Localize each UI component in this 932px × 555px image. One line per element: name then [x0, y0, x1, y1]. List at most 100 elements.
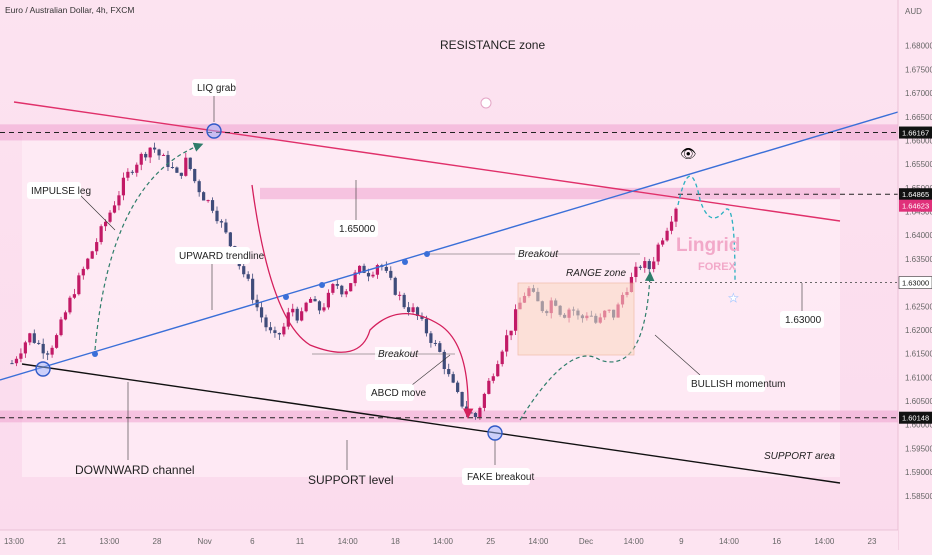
projection-path	[677, 175, 736, 281]
candle-body	[371, 274, 375, 277]
y-tick-label: 1.68000	[905, 42, 932, 51]
time-axis	[0, 530, 898, 550]
candle-body	[451, 374, 455, 383]
x-tick-label: 6	[250, 537, 255, 546]
candle-body	[228, 232, 232, 247]
candle-body	[473, 413, 478, 418]
candle-body	[251, 278, 255, 300]
alert-icon	[480, 97, 492, 109]
y-tick-label: 1.62500	[905, 302, 932, 311]
price-axis	[898, 0, 932, 550]
y-tick-label: 1.64000	[905, 231, 932, 240]
candle-body	[206, 200, 210, 202]
breakout-2-label: Breakout	[518, 249, 559, 260]
pointer-impulse	[79, 194, 116, 231]
bullish-label: BULLISH momentum	[691, 379, 785, 390]
candle-body	[10, 363, 14, 365]
x-tick-label: 14:00	[624, 537, 645, 546]
candle-body	[175, 167, 179, 173]
candle-body	[295, 308, 299, 321]
pointer-abcd	[411, 354, 451, 386]
candle-body	[313, 298, 317, 302]
resistance-zone-label: RESISTANCE zone	[440, 38, 545, 52]
liq-grab-label: LIQ grab	[197, 83, 236, 94]
candle-body	[224, 222, 228, 233]
candle-body	[496, 364, 500, 377]
x-tick-label: 14:00	[814, 537, 835, 546]
x-tick-label: Dec	[579, 537, 593, 546]
price-tag-mid-level	[898, 276, 932, 289]
x-tick-label: 13:00	[99, 537, 120, 546]
fake-breakout-box	[462, 468, 530, 485]
candle-body	[438, 343, 442, 352]
y-tick-label: 1.61500	[905, 350, 932, 359]
candle-body	[669, 221, 674, 231]
price-tag-resistance-level	[899, 126, 932, 139]
candle-body	[424, 318, 429, 334]
candle-body	[447, 369, 451, 375]
x-tick-label: 21	[57, 537, 66, 546]
candle-body	[478, 407, 482, 418]
price-tag-text: 1.60148	[902, 414, 929, 423]
x-tick-label: 14:00	[338, 537, 359, 546]
candle-body	[375, 265, 380, 275]
abcd-label: ABCD move	[371, 388, 426, 399]
candle-body	[415, 307, 420, 316]
channel-low-circle	[35, 361, 51, 377]
resistance-band	[0, 124, 898, 141]
trend-touch-3	[319, 282, 325, 288]
x-tick-label: 18	[391, 537, 400, 546]
candle-body	[384, 266, 388, 271]
candle-body	[72, 294, 76, 298]
candle-body	[197, 181, 201, 193]
candle-body	[54, 335, 59, 348]
price-tag-text: 1.66167	[902, 129, 929, 138]
support-band	[0, 410, 898, 423]
y-tick-label: 1.58500	[905, 492, 932, 501]
candle-body	[393, 277, 397, 295]
x-tick-label: 16	[772, 537, 781, 546]
logo-sub: FOREX	[698, 261, 737, 273]
breakout-1-label: Breakout	[378, 349, 419, 360]
channel-top-line	[13, 101, 841, 222]
candle-body	[242, 266, 246, 275]
liq-grab-box	[192, 79, 236, 96]
candle-body	[59, 319, 63, 336]
candle-body	[117, 195, 121, 206]
fake-breakout-label: FAKE breakout	[467, 472, 534, 483]
candle-body	[407, 307, 411, 313]
liq-grab-circle	[206, 123, 222, 139]
downward-channel-label: DOWNWARD channel	[75, 463, 195, 477]
y-tick-label: 1.67500	[905, 65, 932, 74]
candle-body	[108, 212, 112, 222]
candle-body	[37, 342, 41, 344]
price-tag-support-level	[899, 411, 932, 424]
candle-body	[219, 221, 224, 223]
candle-body	[402, 294, 406, 308]
abcd-box	[366, 384, 414, 401]
inner-panel	[22, 132, 840, 477]
candle-body	[366, 272, 371, 277]
candle-body	[353, 272, 357, 284]
impulse-arrow	[94, 142, 204, 351]
y-tick-label: 1.60500	[905, 397, 932, 406]
candle-body	[505, 335, 509, 352]
y-tick-label: 1.65500	[905, 160, 932, 169]
candle-body	[509, 330, 513, 336]
candle-body	[277, 332, 281, 335]
candle-body	[90, 251, 94, 259]
candle-body	[193, 169, 197, 182]
candle-body	[652, 261, 656, 270]
candle-body	[130, 171, 134, 173]
level-163-box	[780, 311, 824, 328]
candle-body	[215, 210, 219, 222]
trend-touch-4	[402, 259, 408, 265]
candle-body	[656, 244, 660, 262]
upper-band	[260, 187, 840, 200]
price-tag-text: 1.63000	[902, 279, 929, 288]
candle-body	[210, 200, 215, 211]
candle-body	[647, 261, 651, 270]
candle-body	[112, 205, 117, 213]
